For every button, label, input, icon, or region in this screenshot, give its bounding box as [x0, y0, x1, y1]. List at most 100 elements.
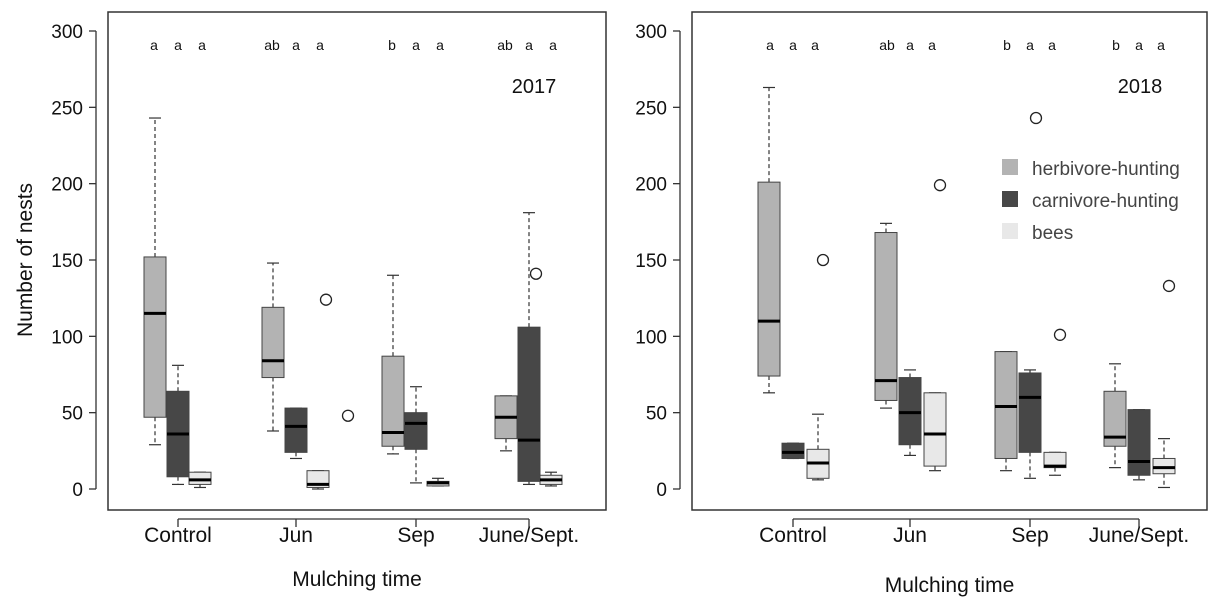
x-category-label: June/Sept. — [479, 524, 579, 547]
legend-swatch-carnivore — [1002, 191, 1018, 207]
iqr-box — [404, 412, 428, 450]
outlier-point — [529, 267, 543, 280]
significance-letter: ab — [879, 37, 895, 53]
box-carnivore-hunting-Sep — [1018, 328, 1067, 479]
significance-letter: a — [316, 37, 324, 53]
y-tick-label: 100 — [635, 327, 667, 348]
significance-letter: a — [1135, 37, 1143, 53]
iqr-box — [284, 407, 308, 453]
iqr-box — [517, 326, 541, 482]
legend: herbivore-hunting carnivore-hunting bees — [1002, 159, 1180, 244]
outlier-point — [933, 179, 947, 192]
significance-letter: a — [766, 37, 774, 53]
significance-letter: a — [150, 37, 158, 53]
plot-frame — [691, 11, 1208, 511]
x-category-label: Jun — [893, 524, 927, 547]
outlier-point — [1029, 111, 1043, 125]
box-herbivore-hunting-June/Sept. — [494, 267, 543, 452]
significance-letter: a — [1157, 37, 1165, 53]
significance-letter: a — [525, 37, 533, 53]
box-bees-Control — [188, 471, 212, 489]
outlier-point — [1162, 279, 1176, 293]
y-tick-label: 300 — [635, 22, 667, 43]
significance-letter: a — [174, 37, 182, 53]
significance-letter: a — [811, 37, 819, 53]
y-tick-label: 250 — [635, 98, 667, 119]
iqr-box — [781, 442, 805, 459]
box-carnivore-hunting-June/Sept. — [517, 212, 541, 486]
y-tick-label: 200 — [635, 175, 667, 196]
box-bees-Sep — [1043, 451, 1067, 476]
significance-letter: b — [1112, 37, 1120, 53]
y-tick-label: 150 — [51, 251, 83, 272]
legend-swatch-herbivore — [1002, 159, 1018, 175]
outlier-point — [319, 293, 333, 306]
outlier-point — [816, 253, 830, 267]
panel-year-label: 2017 — [512, 76, 557, 98]
iqr-box — [381, 355, 405, 447]
outlier-point — [341, 409, 355, 422]
iqr-box — [1043, 451, 1067, 469]
panel-2018: 0 50 100 150 200 250 300 Control Jun Sep June/Sept… — [635, 11, 1208, 597]
legend-label-herbivore: herbivore-hunting — [1032, 159, 1180, 180]
box-herbivore-hunting-Sep — [994, 111, 1043, 472]
legend-label-carnivore: carnivore-hunting — [1032, 191, 1179, 212]
iqr-box — [923, 392, 947, 467]
y-tick-label: 100 — [51, 327, 83, 348]
iqr-box — [994, 351, 1018, 459]
significance-letter: a — [292, 37, 300, 53]
iqr-box — [874, 232, 898, 401]
iqr-box — [261, 306, 285, 379]
box-herbivore-hunting-Control — [757, 86, 781, 394]
box-carnivore-hunting-June/Sept. — [1127, 279, 1176, 481]
significance-letter: a — [928, 37, 936, 53]
x-axis-title: Mulching time — [885, 574, 1015, 597]
x-axis-title: Mulching time — [292, 568, 422, 591]
box-bees-June/Sept. — [539, 471, 563, 487]
y-tick-label: 0 — [72, 480, 83, 501]
box-carnivore-hunting-Control — [166, 364, 190, 486]
y-tick-label: 200 — [51, 175, 83, 196]
x-category-label: Sep — [397, 524, 434, 547]
box-herbivore-hunting-Jun — [261, 262, 285, 432]
box-carnivore-hunting-Jun — [898, 179, 947, 457]
y-tick-label: 50 — [62, 404, 83, 425]
x-category-label: Jun — [279, 524, 313, 547]
y-tick-label: 50 — [646, 404, 667, 425]
significance-letter: a — [1048, 37, 1056, 53]
box-herbivore-hunting-Sep — [381, 274, 405, 455]
box-herbivore-hunting-Jun — [874, 222, 898, 409]
box-carnivore-hunting-Sep — [404, 386, 428, 484]
iqr-box — [898, 377, 922, 446]
y-tick-label: 0 — [656, 480, 667, 501]
significance-letter: a — [906, 37, 914, 53]
box-herbivore-hunting-June/Sept. — [1103, 363, 1127, 469]
significance-letter: a — [412, 37, 420, 53]
significance-letter: a — [1026, 37, 1034, 53]
significance-letter: a — [198, 37, 206, 53]
iqr-box — [757, 181, 781, 377]
box-carnivore-hunting-Control — [781, 253, 830, 460]
x-category-label: June/Sept. — [1089, 524, 1189, 547]
box-bees-Sep — [426, 477, 450, 487]
box-carnivore-hunting-Jun — [284, 293, 333, 460]
significance-letter: a — [549, 37, 557, 53]
legend-swatch-bees — [1002, 223, 1018, 239]
plot-frame — [107, 11, 607, 511]
iqr-box — [143, 256, 167, 418]
box-bees-Jun — [306, 409, 355, 490]
significance-letter: ab — [264, 37, 280, 53]
panel-2017: 0 50 100 150 200 250 300 Control Jun Sep June/Sept… — [14, 11, 607, 591]
box-bees-June/Sept. — [1152, 438, 1176, 489]
box-bees-Jun — [923, 392, 947, 472]
iqr-box — [188, 471, 212, 485]
y-axis-title: Number of nests — [14, 183, 37, 337]
box-herbivore-hunting-Control — [143, 117, 167, 446]
significance-letter: b — [388, 37, 396, 53]
y-tick-label: 150 — [635, 251, 667, 272]
box-bees-Control — [806, 413, 830, 481]
significance-letter: b — [1003, 37, 1011, 53]
iqr-box — [1152, 457, 1176, 475]
outlier-point — [1053, 328, 1067, 341]
